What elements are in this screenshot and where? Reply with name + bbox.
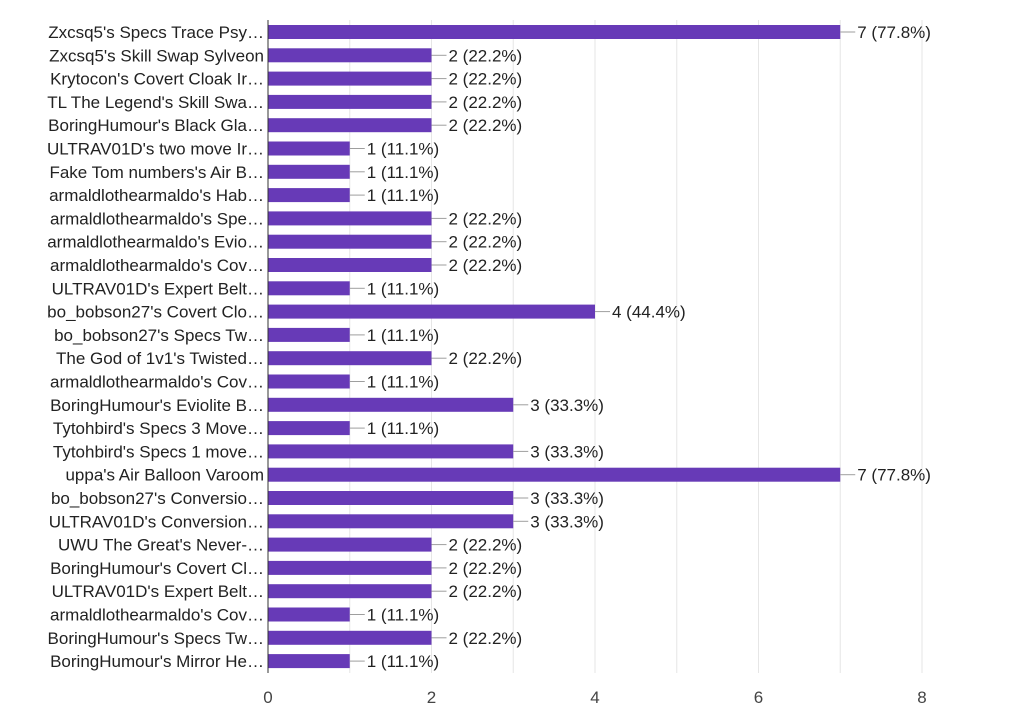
category-label: Tytohbird's Specs 1 move… xyxy=(53,442,264,461)
bar xyxy=(268,234,432,249)
bar xyxy=(268,118,432,133)
value-label: 3 (33.3%) xyxy=(530,396,604,415)
bar xyxy=(268,71,432,86)
category-label: armaldlothearmaldo's Hab… xyxy=(49,186,264,205)
value-label: 2 (22.2%) xyxy=(449,116,523,135)
category-label: ULTRAV01D's Expert Belt… xyxy=(52,582,264,601)
value-label: 1 (11.1%) xyxy=(367,373,439,392)
category-labels: Zxcsq5's Specs Trace Psy… Zxcsq5's Skill … xyxy=(47,23,264,671)
value-label: 2 (22.2%) xyxy=(449,70,523,89)
value-label: 2 (22.2%) xyxy=(449,233,523,252)
x-tick-label: 6 xyxy=(754,688,763,707)
value-label: 1 (11.1%) xyxy=(367,326,439,345)
category-label: armaldlothearmaldo's Cov… xyxy=(50,373,264,392)
bar xyxy=(268,444,514,459)
category-label: TL The Legend's Skill Swa… xyxy=(47,93,264,112)
value-label: 4 (44.4%) xyxy=(612,303,686,322)
x-tick-label: 8 xyxy=(917,688,926,707)
category-label: BoringHumour's Covert Cl… xyxy=(50,559,264,578)
bar xyxy=(268,188,350,203)
bar xyxy=(268,560,432,575)
value-label: 1 (11.1%) xyxy=(367,606,439,625)
category-label: BoringHumour's Black Gla… xyxy=(48,116,264,135)
bar xyxy=(268,421,350,436)
category-label: Zxcsq5's Skill Swap Sylveon xyxy=(49,46,264,65)
gridlines xyxy=(349,20,923,673)
category-label: ULTRAV01D's Expert Belt… xyxy=(52,279,264,298)
category-label: armaldlothearmaldo's Cov… xyxy=(50,256,264,275)
category-label: UWU The Great's Never-… xyxy=(58,536,264,555)
value-label: 1 (11.1%) xyxy=(367,163,439,182)
bar xyxy=(268,351,432,366)
x-tick-labels: 0 2 4 6 8 xyxy=(263,688,926,707)
value-label: 2 (22.2%) xyxy=(449,629,523,648)
category-label: bo_bobson27's Specs Tw… xyxy=(54,326,264,345)
category-label: Tytohbird's Specs 3 Move… xyxy=(53,419,264,438)
x-tick-label: 4 xyxy=(590,688,599,707)
bar xyxy=(268,584,432,599)
value-label: 2 (22.2%) xyxy=(449,559,523,578)
x-tick-label: 2 xyxy=(427,688,436,707)
category-label: ULTRAV01D's Conversion… xyxy=(49,512,264,531)
value-label: 1 (11.1%) xyxy=(367,140,439,159)
value-label: 2 (22.2%) xyxy=(449,46,523,65)
category-label: armaldlothearmaldo's Evio… xyxy=(47,233,264,252)
bars xyxy=(268,25,841,669)
value-label: 3 (33.3%) xyxy=(530,512,604,531)
bar xyxy=(268,48,432,63)
bar xyxy=(268,630,432,645)
category-label: BoringHumour's Mirror He… xyxy=(50,652,264,671)
x-tick-label: 0 xyxy=(263,688,272,707)
value-label: 2 (22.2%) xyxy=(449,582,523,601)
value-label: 1 (11.1%) xyxy=(367,186,439,205)
bar xyxy=(268,94,432,109)
value-label: 1 (11.1%) xyxy=(367,419,439,438)
value-label: 2 (22.2%) xyxy=(449,256,523,275)
bar xyxy=(268,164,350,179)
bar xyxy=(268,281,350,296)
bar xyxy=(268,607,350,622)
category-label: The God of 1v1's Twisted… xyxy=(56,349,264,368)
category-label: bo_bobson27's Covert Clo… xyxy=(47,303,264,322)
category-label: Zxcsq5's Specs Trace Psy… xyxy=(48,23,264,42)
bar xyxy=(268,211,432,226)
bar xyxy=(268,304,595,319)
bar xyxy=(268,374,350,389)
category-label: Krytocon's Covert Cloak Ir… xyxy=(50,70,264,89)
value-label: 3 (33.3%) xyxy=(530,489,604,508)
value-label: 2 (22.2%) xyxy=(449,349,523,368)
bar xyxy=(268,141,350,156)
category-label: uppa's Air Balloon Varoom xyxy=(65,466,264,485)
value-label: 2 (22.2%) xyxy=(449,209,523,228)
value-label: 1 (11.1%) xyxy=(367,652,439,671)
bar xyxy=(268,258,432,272)
category-label: ULTRAV01D's two move Ir… xyxy=(47,140,264,159)
bar xyxy=(268,514,514,529)
bar xyxy=(268,654,350,669)
value-label: 2 (22.2%) xyxy=(449,93,523,112)
value-label: 7 (77.8%) xyxy=(857,466,931,485)
value-label: 3 (33.3%) xyxy=(530,442,604,461)
category-label: bo_bobson27's Conversio… xyxy=(51,489,264,508)
category-label: BoringHumour's Specs Tw… xyxy=(48,629,264,648)
value-label: 1 (11.1%) xyxy=(367,279,439,298)
category-label: armaldlothearmaldo's Spe… xyxy=(50,209,264,228)
bar xyxy=(268,537,432,552)
value-label: 7 (77.8%) xyxy=(857,23,931,42)
bar xyxy=(268,467,841,482)
value-label: 2 (22.2%) xyxy=(449,536,523,555)
category-label: armaldlothearmaldo's Cov… xyxy=(50,606,264,625)
category-label: Fake Tom numbers's Air B… xyxy=(49,163,264,182)
category-label: BoringHumour's Eviolite B… xyxy=(50,396,264,415)
bar xyxy=(268,25,841,39)
bar xyxy=(268,491,514,505)
value-labels: 7 (77.8%) 2 (22.2%) 2 (22.2%) 2 (22.2%) 2 (2… xyxy=(349,23,931,671)
bar xyxy=(268,327,350,342)
bar xyxy=(268,397,514,412)
